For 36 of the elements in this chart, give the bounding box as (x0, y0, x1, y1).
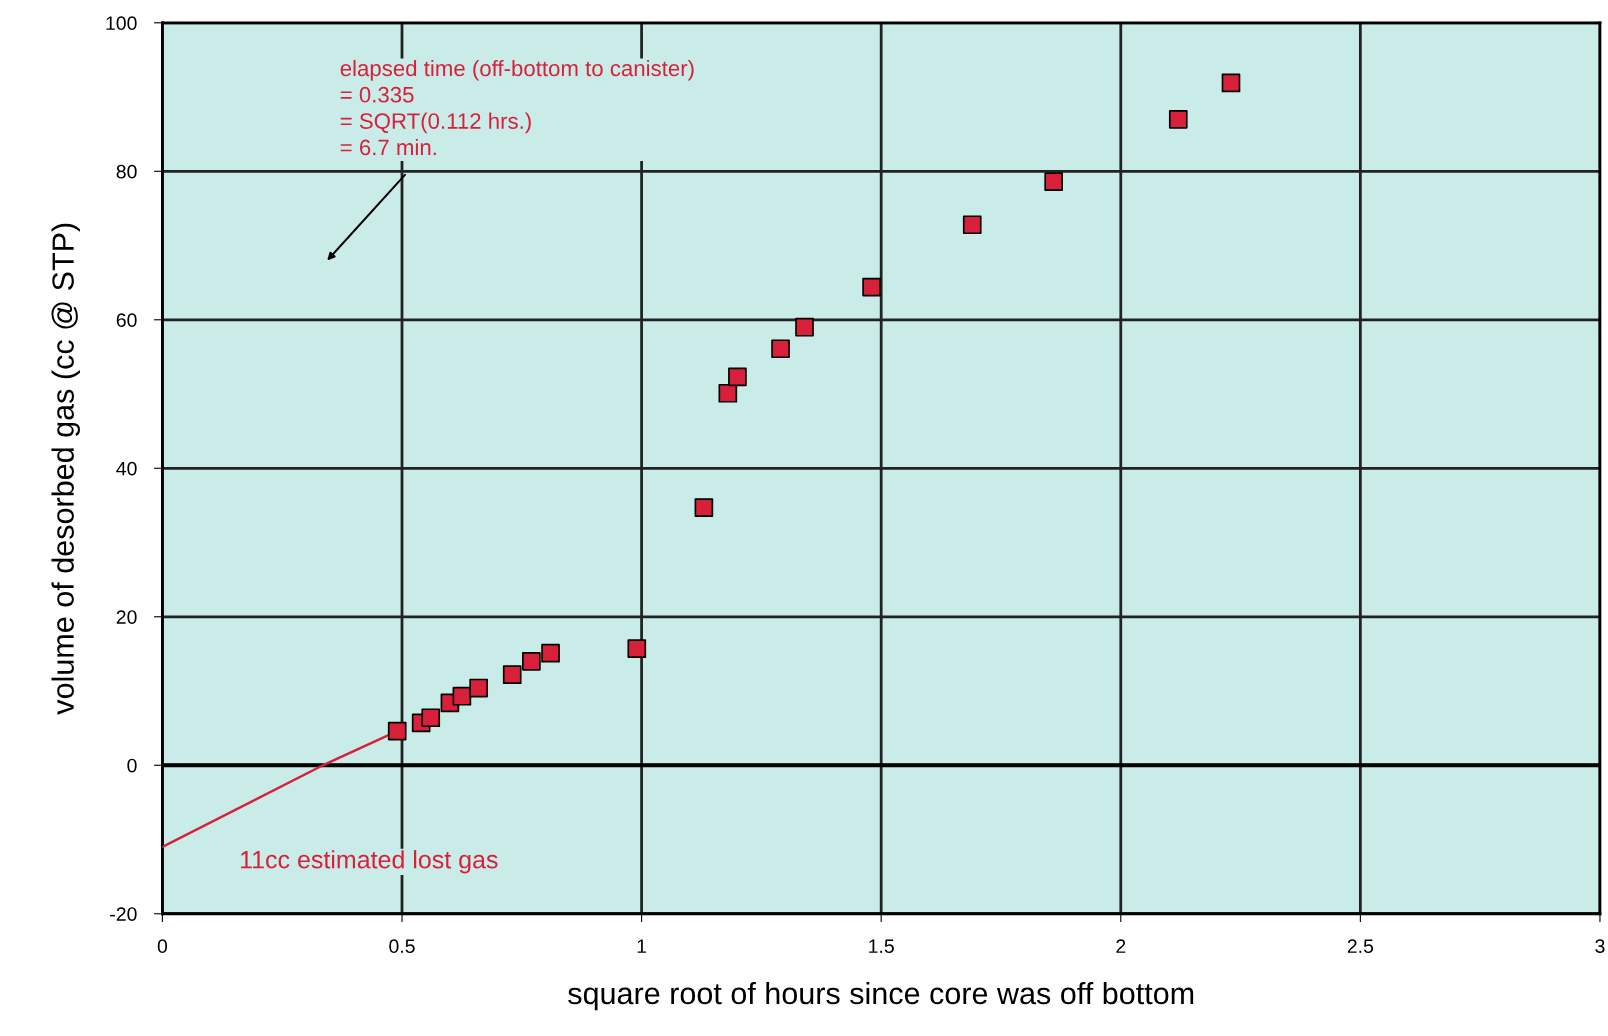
point (718, 383, 738, 403)
point (962, 215, 982, 235)
y-tick-label: 20 (116, 610, 137, 624)
point (1044, 172, 1064, 192)
point (694, 498, 714, 517)
point (862, 277, 881, 297)
point (1221, 73, 1241, 93)
point (522, 651, 541, 671)
y-tick-label: 80 (116, 164, 137, 179)
point (502, 665, 522, 685)
x-tick-label: 0.5 (389, 939, 415, 954)
x-tick-label: 1 (637, 939, 647, 953)
x-tick-label: 2 (1116, 939, 1126, 953)
point (469, 678, 489, 698)
x-tick-label: 3 (1595, 939, 1605, 954)
x-tick-label: 2.5 (1347, 939, 1374, 954)
point (771, 339, 790, 359)
point (627, 639, 647, 659)
point (541, 643, 560, 663)
y-tick-label: 40 (116, 461, 137, 476)
point (795, 317, 814, 337)
x-tick-label: 0 (157, 939, 168, 954)
point (387, 721, 407, 741)
x-axis-title: square root of hours since core was off bottom (568, 981, 1194, 1011)
x-tick-label: 1.5 (869, 939, 894, 954)
point (421, 708, 441, 728)
y-tick-label: 100 (106, 16, 137, 31)
y-tick-label: 60 (116, 313, 137, 328)
point (728, 367, 747, 387)
point (1168, 109, 1188, 129)
point (452, 686, 472, 706)
y-tick-label: 0 (127, 758, 137, 773)
y-tick-label: -20 (110, 907, 137, 921)
y-axis-title: volume of desorbed gas (cc @ STP) (51, 223, 80, 715)
annotation: 11cc estimated lost gas (240, 850, 498, 874)
annotation: elapsed time (off-bottom to canister) = 0.335 = SQRT(0.112 hrs.) = 6.7 min. (340, 59, 694, 156)
